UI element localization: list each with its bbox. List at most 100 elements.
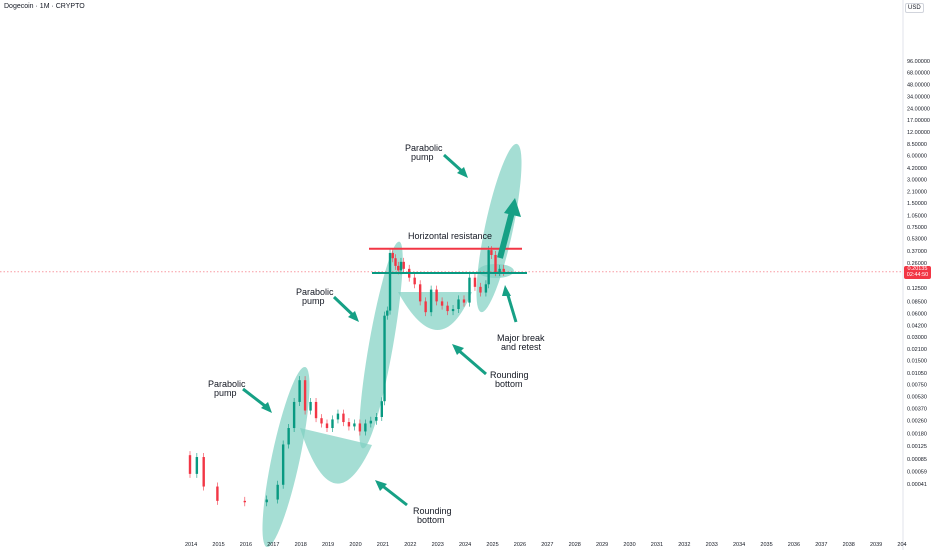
time-tick-label: 2016 — [240, 542, 252, 548]
label-rounding-bottom-1b: bottom — [417, 515, 445, 525]
price-tick-label: 0.00059 — [907, 469, 927, 475]
current-price-value: 0.20135 — [907, 266, 928, 272]
price-tick-label: 6.00000 — [907, 154, 927, 160]
price-tick-label: 1.05000 — [907, 213, 927, 219]
price-tick-label: 0.00125 — [907, 444, 927, 450]
candle — [479, 286, 482, 293]
label-parabolic-2a: Parabolic — [296, 287, 334, 297]
time-tick-label: 2020 — [349, 542, 361, 548]
candle — [375, 416, 378, 421]
candle — [369, 420, 373, 424]
time-tick-label: 2023 — [432, 542, 444, 548]
candle — [216, 486, 219, 501]
time-tick-label: 2021 — [377, 542, 389, 548]
arrow-rounding-1 — [379, 482, 408, 507]
candle — [347, 422, 351, 427]
arrow-breakout-head — [504, 198, 521, 217]
arrow-parabolic-2 — [332, 295, 357, 319]
rounding-bottom-shade-1 — [300, 428, 372, 484]
arrow-rounding-1-head — [375, 480, 387, 491]
price-tick-label: 96.00000 — [907, 59, 930, 65]
time-tick-label: 2018 — [295, 542, 307, 548]
candle — [303, 380, 307, 411]
candle — [202, 457, 205, 487]
candle — [188, 455, 192, 474]
price-tick-label: 0.01050 — [907, 371, 927, 377]
time-tick-label: 2034 — [733, 542, 745, 548]
arrow-rounding-2 — [456, 347, 487, 376]
arrow-major-break — [505, 291, 518, 323]
candle — [342, 413, 345, 423]
parabolic-shade-1 — [262, 366, 310, 548]
candle — [457, 299, 460, 310]
candle — [424, 301, 427, 313]
label-major-break-1: Major break — [497, 333, 545, 343]
price-tick-label: 0.12500 — [907, 286, 927, 292]
arrow-parabolic-1-head — [261, 402, 272, 413]
candle — [462, 299, 466, 303]
candle — [473, 277, 477, 287]
candle — [490, 250, 493, 255]
price-tick-label: 0.37000 — [907, 249, 927, 255]
time-tick-label: 2035 — [760, 542, 772, 548]
candle — [429, 289, 433, 313]
price-tick-label: 48.00000 — [907, 83, 930, 89]
label-horizontal-resistance: Horizontal resistance — [408, 231, 492, 241]
candle — [468, 277, 471, 303]
candle — [413, 277, 416, 285]
price-tick-label: 34.00000 — [907, 94, 930, 100]
price-tick-label: 0.01500 — [907, 359, 927, 365]
time-tick-label: 2025 — [486, 542, 498, 548]
time-tick-label: 2027 — [541, 542, 553, 548]
price-tick-label: 0.04200 — [907, 324, 927, 330]
current-price-tag: 0.20135 02:44:50 — [904, 266, 931, 279]
time-tick-label: 2037 — [815, 542, 827, 548]
time-tick-label: 2028 — [569, 542, 581, 548]
price-tick-label: 17.00000 — [907, 118, 930, 124]
candle — [383, 315, 386, 402]
price-tick-label: 4.20000 — [907, 166, 927, 172]
candle — [502, 268, 505, 272]
candle — [353, 423, 356, 427]
time-tick-label: 2015 — [212, 542, 224, 548]
price-tick-label: 3.00000 — [907, 177, 927, 183]
arrow-parabolic-2-head — [348, 311, 359, 322]
time-tick-label: 2029 — [596, 542, 608, 548]
time-tick-label: 2031 — [651, 542, 663, 548]
currency-button[interactable]: USD — [905, 3, 924, 13]
candle — [397, 265, 400, 271]
time-tick-label: 2022 — [404, 542, 416, 548]
annotation-labels: Horizontal resistance Major break and re… — [208, 143, 545, 525]
time-tick-label: 2024 — [459, 542, 471, 548]
price-tick-label: 0.00370 — [907, 407, 927, 413]
time-tick-label: 2039 — [870, 542, 882, 548]
candle — [487, 250, 490, 285]
price-tick-label: 0.00085 — [907, 457, 927, 463]
time-tick-label: 2019 — [322, 542, 334, 548]
candle — [418, 284, 422, 302]
candle — [435, 289, 438, 302]
candle — [484, 284, 488, 293]
price-tick-label: 12.00000 — [907, 130, 930, 136]
candle — [320, 418, 323, 424]
price-tick-label: 0.08500 — [907, 299, 927, 305]
label-rounding-bottom-2b: bottom — [495, 379, 523, 389]
price-tick-label: 24.00000 — [907, 106, 930, 112]
price-tick-label: 0.02100 — [907, 347, 927, 353]
candle — [402, 261, 405, 269]
price-tick-label: 0.53000 — [907, 237, 927, 243]
price-tick-label: 2.10000 — [907, 190, 927, 196]
candle — [394, 258, 397, 266]
price-tick-label: 68.00000 — [907, 71, 930, 77]
label-parabolic-3b: pump — [411, 152, 434, 162]
time-tick-label: 2032 — [678, 542, 690, 548]
parabolic-shade-2 — [359, 241, 403, 449]
time-axis: 2014 2015 2016 2017 2018 2019 2020 2021 2022 2023… — [185, 542, 907, 548]
price-tick-label: 8.50000 — [907, 142, 927, 148]
price-axis: 96.00000 68.00000 48.00000 34.00000 24.00000… — [907, 59, 930, 488]
price-tick-label: 0.00530 — [907, 394, 927, 400]
candle-countdown: 02:44:50 — [906, 272, 929, 278]
candle — [391, 252, 394, 259]
time-tick-label: 2017 — [267, 542, 279, 548]
